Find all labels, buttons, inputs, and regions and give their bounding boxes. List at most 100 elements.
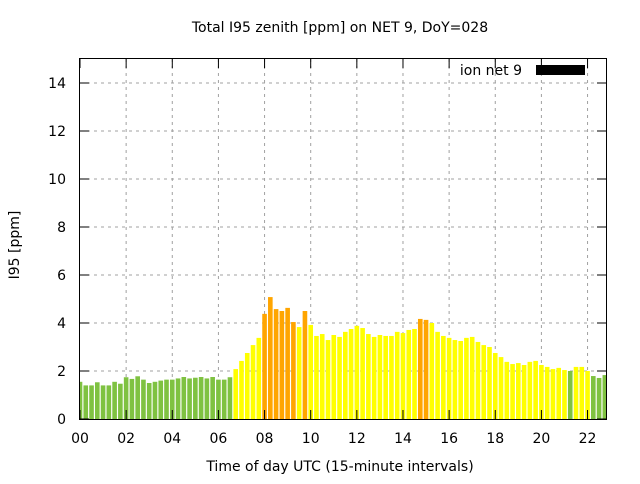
x-tick-label: 16: [440, 431, 458, 447]
bar: [106, 385, 112, 419]
bar: [181, 377, 187, 419]
bar: [239, 360, 244, 419]
bar: [302, 311, 308, 419]
bar: [533, 360, 538, 419]
bar: [383, 335, 388, 419]
x-tick-label: 00: [71, 431, 89, 447]
bar: [100, 385, 106, 419]
bar: [331, 335, 337, 419]
bar: [146, 383, 152, 419]
chart-title: Total I95 zenith [ppm] on NET 9, DoY=028: [191, 20, 488, 36]
y-tick-label: 4: [57, 316, 66, 332]
bar: [377, 335, 383, 419]
bars: [80, 297, 606, 419]
bar: [521, 365, 527, 419]
y-tick-label: 8: [57, 220, 66, 236]
bar: [389, 335, 394, 419]
bar: [80, 381, 83, 419]
bar: [498, 357, 504, 419]
bar: [285, 307, 290, 419]
bar: [343, 331, 348, 419]
bar: [204, 378, 210, 419]
x-tick-label: 04: [163, 431, 181, 447]
bar: [233, 369, 239, 419]
bar: [118, 383, 123, 419]
bar: [579, 366, 585, 419]
bar: [291, 322, 296, 419]
bar: [123, 377, 129, 419]
bar: [158, 380, 164, 419]
bar: [112, 381, 117, 419]
bar: [210, 377, 215, 419]
bar: [602, 375, 606, 419]
bar: [516, 363, 521, 419]
bar: [458, 341, 463, 419]
bar: [314, 335, 319, 419]
bar: [83, 385, 89, 419]
bar: [556, 367, 562, 419]
x-tick-label: 10: [302, 431, 320, 447]
y-tick-label: 6: [57, 268, 66, 284]
bar: [400, 333, 406, 419]
bar: [325, 340, 331, 419]
bar: [550, 369, 556, 419]
bar: [464, 337, 469, 419]
x-tick-label: 06: [210, 431, 228, 447]
bar: [216, 379, 221, 419]
bar: [354, 325, 360, 419]
bar: [89, 385, 94, 419]
bar: [441, 335, 446, 419]
bar: [193, 377, 198, 419]
legend-label: ion net 9: [460, 63, 522, 79]
legend: ion net 9: [460, 63, 585, 79]
y-tick-label: 14: [48, 76, 66, 92]
bar: [175, 378, 181, 419]
x-tick-label: 08: [256, 431, 274, 447]
bar: [198, 377, 204, 419]
bar: [567, 371, 573, 419]
bar: [135, 376, 140, 419]
bar: [510, 364, 515, 419]
bar: [319, 334, 325, 419]
bar: [544, 366, 550, 419]
bar: [417, 318, 423, 419]
bar: [423, 319, 429, 419]
bar: [487, 347, 492, 419]
y-tick-label: 0: [57, 412, 66, 428]
y-tick-label: 12: [48, 124, 66, 140]
bar: [227, 377, 233, 419]
bar: [141, 379, 146, 419]
x-tick-label: 20: [532, 431, 550, 447]
bar: [279, 311, 285, 419]
bar: [469, 336, 475, 419]
bar: [256, 337, 262, 419]
bar: [429, 323, 435, 419]
bar: [452, 340, 458, 419]
bar: [187, 378, 192, 419]
bar: [366, 334, 371, 419]
x-tick-label: 18: [486, 431, 504, 447]
bar: [539, 365, 544, 419]
bar: [394, 331, 400, 419]
bar: [94, 382, 100, 419]
bar: [446, 337, 452, 419]
bar: [337, 336, 342, 419]
bar: [296, 327, 302, 419]
x-tick-label: 12: [348, 431, 366, 447]
bar: [360, 328, 365, 419]
bar: [504, 361, 510, 419]
y-tick-label: 2: [57, 364, 66, 380]
bar: [262, 313, 267, 419]
x-tick-label: 22: [579, 431, 597, 447]
bar: [244, 353, 250, 419]
bar: [481, 345, 487, 419]
x-axis-label: Time of day UTC (15-minute intervals): [205, 459, 473, 475]
bar: [596, 377, 602, 419]
bar: [164, 379, 169, 419]
bar: [129, 378, 135, 419]
plot-frame: [79, 58, 607, 420]
bar: [371, 336, 377, 419]
bar: [585, 371, 590, 419]
bar: [573, 366, 579, 419]
